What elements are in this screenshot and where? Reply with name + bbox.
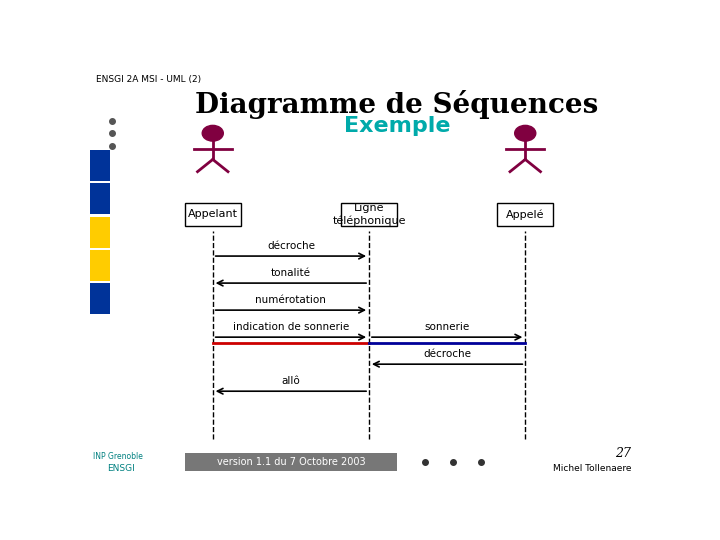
Bar (90, 217, 109, 248)
Bar (90, 250, 109, 281)
Circle shape (202, 125, 223, 141)
Text: indication de sonnerie: indication de sonnerie (233, 322, 349, 332)
Text: décroche: décroche (267, 241, 315, 251)
Bar (185, 203, 240, 226)
Text: ENSGI: ENSGI (107, 464, 135, 472)
Bar (90, 183, 109, 214)
Text: Michel Tollenaere: Michel Tollenaere (553, 464, 631, 474)
Text: Ligne
téléphonique: Ligne téléphonique (332, 204, 406, 226)
Text: décroche: décroche (423, 349, 471, 359)
Text: version 1.1 du 7 Octobre 2003: version 1.1 du 7 Octobre 2003 (217, 457, 365, 467)
Text: ENSGI 2A MSI - UML (2): ENSGI 2A MSI - UML (2) (96, 75, 201, 84)
Text: Appelant: Appelant (188, 210, 238, 219)
Text: Appelé: Appelé (506, 209, 544, 220)
Bar (185, 453, 397, 471)
Bar (498, 203, 553, 226)
Text: tonalité: tonalité (271, 268, 311, 278)
Text: sonnerie: sonnerie (425, 322, 469, 332)
Bar (90, 283, 109, 314)
Text: 27: 27 (616, 447, 631, 460)
Bar (90, 150, 109, 181)
Circle shape (515, 125, 536, 141)
Text: INP Grenoble: INP Grenoble (93, 452, 143, 461)
Text: Diagramme de Séquences: Diagramme de Séquences (195, 90, 598, 119)
Text: numérotation: numérotation (256, 295, 326, 305)
Text: allô: allô (282, 376, 300, 386)
Text: Exemple: Exemple (343, 116, 450, 136)
Bar (341, 203, 397, 226)
